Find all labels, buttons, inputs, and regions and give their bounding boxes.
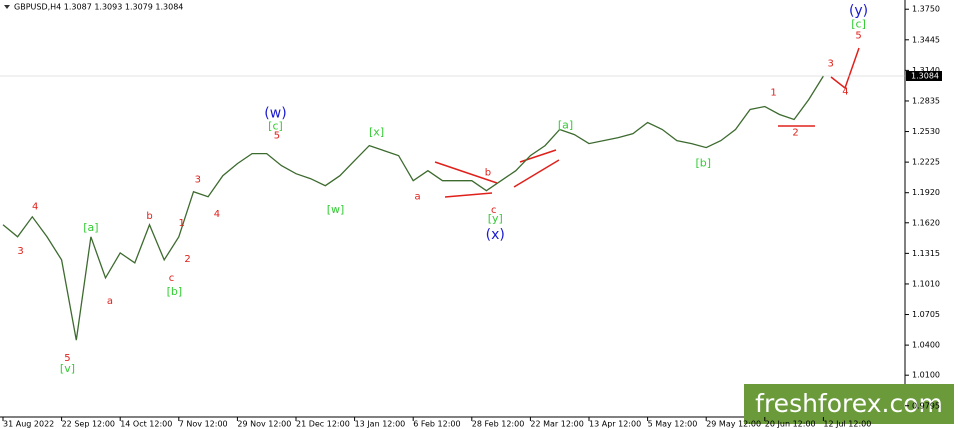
wave-label: 5 — [855, 30, 861, 41]
x-tick-label: 22 Sep 12:00 — [62, 420, 115, 429]
y-tick-label: 1.2530 — [912, 127, 940, 136]
y-tick-label: 1.0705 — [912, 310, 940, 319]
wave-label: b — [485, 168, 491, 179]
x-tick-label: 20 Jun 12:00 — [765, 420, 816, 429]
y-tick-label: 1.0100 — [912, 371, 940, 380]
wave-label: 5 — [274, 131, 280, 142]
y-tick-label: 1.3445 — [912, 35, 940, 44]
wave-label: 3 — [828, 58, 834, 69]
x-tick-label: 29 Nov 12:00 — [237, 420, 291, 429]
wave-label: 3 — [195, 175, 201, 186]
wave-label: a — [415, 192, 421, 203]
price-line — [2, 75, 824, 341]
wave-label: 1 — [179, 218, 185, 229]
wave-label: 2 — [792, 128, 798, 139]
watermark-box — [744, 384, 954, 424]
wave-label: 3 — [17, 246, 23, 257]
y-tick-label: 1.1315 — [912, 249, 940, 258]
wave-label: c — [491, 205, 497, 216]
wave-label: [x] — [369, 126, 384, 139]
x-tick-label: 29 May 12:00 — [706, 420, 761, 429]
wave-label: [b] — [167, 285, 183, 298]
y-tick-label: 1.0400 — [912, 341, 940, 350]
wave-label: [y] — [488, 212, 503, 225]
wave-label: [c] — [268, 120, 283, 133]
wave-label: 5 — [64, 353, 70, 364]
y-tick-label: 1.1920 — [912, 188, 940, 197]
wave-label: [v] — [60, 362, 75, 375]
wave-label: (y) — [849, 3, 868, 19]
y-tick-label: 1.3750 — [912, 5, 940, 14]
wave-label: [b] — [695, 157, 711, 170]
menu-arrow[interactable] — [4, 5, 10, 9]
x-tick-label: 31 Aug 2022 — [3, 420, 54, 429]
wave-label: 1 — [770, 87, 776, 98]
wave-label: (x) — [486, 227, 505, 243]
watermark: freshforex.com — [755, 389, 943, 418]
x-tick-label: 6 Feb 12:00 — [413, 420, 460, 429]
wave-label: [c] — [851, 17, 866, 30]
wave-label: [w] — [327, 203, 345, 216]
y-tick-label: 1.2835 — [912, 96, 940, 105]
wave-label: 2 — [184, 254, 190, 265]
x-tick-label: 5 May 12:00 — [648, 420, 698, 429]
x-tick-label: 14 Oct 12:00 — [120, 420, 172, 429]
y-tick-label: 1.2225 — [912, 158, 940, 167]
wave-label: a — [107, 296, 113, 307]
wave-label: b — [146, 211, 152, 222]
chart-title: GBPUSD,H4 1.3087 1.3093 1.3079 1.3084 — [14, 3, 183, 12]
wave-label: 4 — [32, 202, 38, 213]
wave-label: 4 — [842, 86, 848, 97]
x-tick-label: 21 Dec 12:00 — [296, 420, 350, 429]
x-tick-label: 13 Apr 12:00 — [589, 420, 641, 429]
wave-label: c — [169, 273, 175, 284]
wave-label: [a] — [83, 221, 98, 234]
current-price-label: 1.3084 — [911, 72, 939, 81]
wave-label: [a] — [558, 119, 573, 132]
y-tick-label: 1.1620 — [912, 218, 940, 227]
y-tick-label: 0.9795 — [912, 401, 940, 410]
wave-label: (w) — [264, 105, 286, 121]
x-tick-label: 28 Feb 12:00 — [472, 420, 524, 429]
x-tick-label: 7 Nov 12:00 — [179, 420, 228, 429]
current-price-box — [906, 71, 942, 82]
x-tick-label: 22 Mar 12:00 — [530, 420, 583, 429]
x-tick-label: 13 Jan 12:00 — [355, 420, 406, 429]
x-tick-label: 12 Jul 12:00 — [823, 420, 871, 429]
wave-label: 4 — [214, 209, 220, 220]
y-tick-label: 1.3140 — [912, 66, 940, 75]
y-tick-label: 1.1010 — [912, 279, 940, 288]
